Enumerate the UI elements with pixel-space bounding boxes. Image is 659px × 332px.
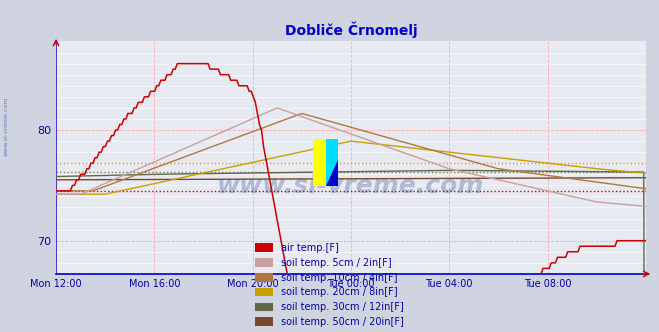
Text: www.si-vreme.com: www.si-vreme.com [217,174,484,198]
Text: www.si-vreme.com: www.si-vreme.com [3,96,9,156]
Legend: air temp.[F], soil temp. 5cm / 2in[F], soil temp. 10cm / 4in[F], soil temp. 20cm: air temp.[F], soil temp. 5cm / 2in[F], s… [256,243,403,327]
Polygon shape [326,160,338,186]
Polygon shape [326,139,338,186]
Polygon shape [313,139,326,186]
Title: Dobliče Črnomelj: Dobliče Črnomelj [285,21,417,38]
